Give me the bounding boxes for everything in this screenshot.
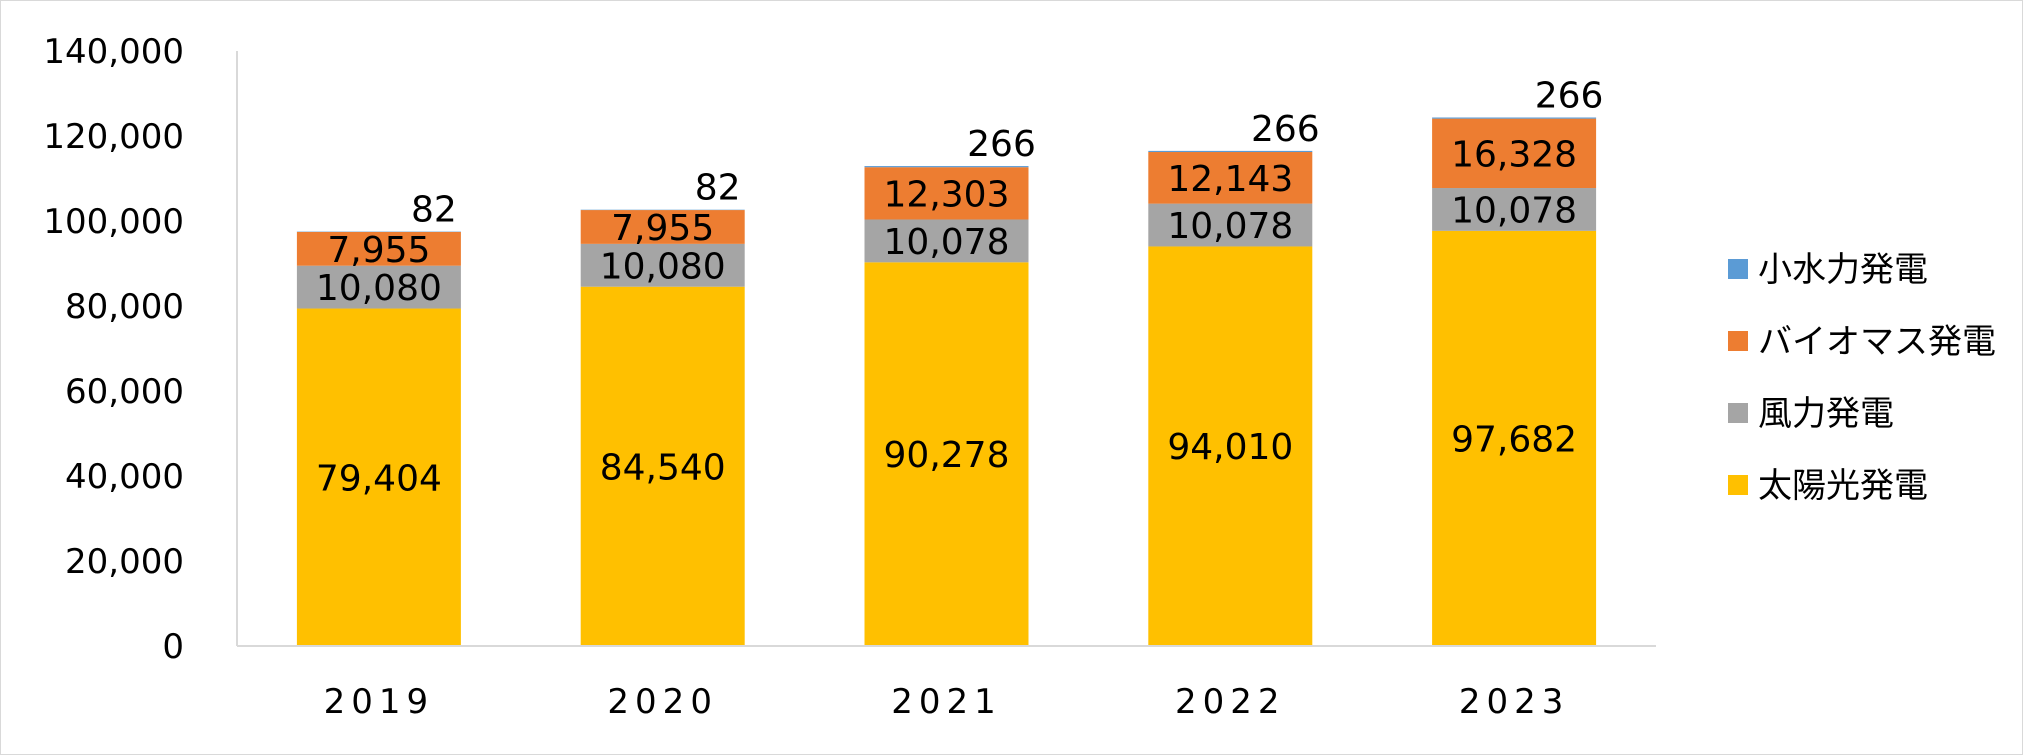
data-label: 10,078 (1167, 206, 1293, 247)
data-label: 266 (1251, 109, 1320, 150)
x-tick-label: 2021 (891, 682, 1002, 722)
y-tick-label: 140,000 (43, 32, 184, 72)
legend-label: 小水力発電 (1758, 250, 1928, 290)
legend-swatch (1728, 259, 1748, 279)
data-label: 10,080 (316, 268, 442, 309)
y-axis-ticks: 0 20,000 40,000 60,000 80,000 100,000 120,000 1… (43, 32, 184, 667)
bar-segment (865, 166, 1029, 167)
legend-swatch (1728, 403, 1748, 423)
data-label: 84,540 (600, 447, 726, 488)
y-tick-label: 100,000 (43, 202, 184, 242)
data-label: 94,010 (1167, 427, 1293, 468)
data-label: 12,303 (884, 174, 1010, 215)
x-tick-label: 2020 (607, 682, 718, 722)
data-label: 7,955 (611, 208, 714, 249)
legend-swatch (1728, 475, 1748, 495)
x-tick-label: 2019 (324, 682, 435, 722)
legend-label: バイオマス発電 (1758, 322, 1996, 362)
y-tick-label: 40,000 (65, 457, 184, 497)
y-tick-label: 60,000 (65, 372, 184, 412)
data-label: 82 (411, 190, 457, 231)
y-tick-label: 20,000 (65, 542, 184, 582)
data-label: 10,078 (1451, 190, 1577, 231)
data-label: 12,143 (1167, 159, 1293, 200)
data-label: 7,955 (327, 230, 430, 271)
data-label: 97,682 (1451, 419, 1577, 460)
legend-swatch (1728, 331, 1748, 351)
x-tick-label: 2022 (1175, 682, 1286, 722)
data-label: 79,404 (316, 458, 442, 499)
y-tick-label: 0 (162, 627, 184, 667)
y-tick-label: 80,000 (65, 287, 184, 327)
data-label: 266 (967, 124, 1036, 165)
bar-segment (1432, 117, 1596, 118)
x-axis-ticks: 2019 2020 2021 2022 2023 (324, 682, 1570, 722)
legend-label: 風力発電 (1758, 394, 1894, 434)
x-tick-label: 2023 (1459, 682, 1570, 722)
data-label: 90,278 (884, 435, 1010, 476)
data-label: 82 (695, 168, 741, 209)
data-label: 10,078 (884, 222, 1010, 263)
data-label: 16,328 (1451, 134, 1577, 175)
y-tick-label: 120,000 (43, 117, 184, 157)
legend-label: 太陽光発電 (1758, 466, 1928, 506)
data-label: 266 (1535, 75, 1604, 116)
bar-segment (1148, 151, 1312, 152)
data-label: 10,080 (600, 246, 726, 287)
